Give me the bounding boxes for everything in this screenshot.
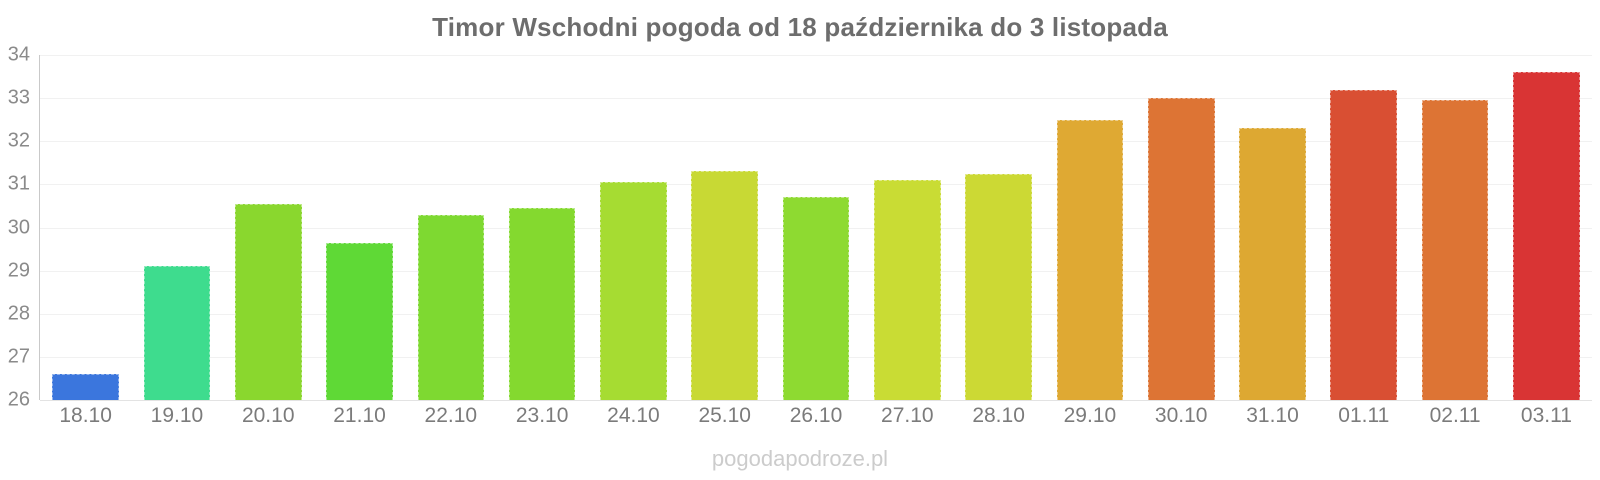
y-tick-label-27: 27 (7, 345, 30, 368)
bar-28.10[interactable] (965, 173, 1032, 400)
bar-slot-26.10 (770, 55, 861, 400)
bar-01.11[interactable] (1330, 89, 1398, 400)
bar-slot-20.10 (223, 55, 314, 400)
y-tick-label-32: 32 (7, 129, 30, 152)
x-tick-label-21.10: 21.10 (333, 404, 386, 427)
y-tick-label-26: 26 (7, 388, 30, 411)
bar-31.10[interactable] (1239, 128, 1306, 400)
bar-23.10[interactable] (508, 208, 576, 400)
x-tick-label-03.11: 03.11 (1520, 404, 1572, 427)
x-tick-label-24.10: 24.10 (607, 404, 660, 427)
bar-slot-01.11 (1318, 55, 1409, 400)
gridline-34 (40, 55, 1592, 56)
x-tick-label-27.10: 27.10 (881, 404, 934, 427)
x-tick-label-18.10: 18.10 (59, 404, 112, 427)
bar-slot-24.10 (588, 55, 679, 400)
y-tick-label-31: 31 (7, 172, 30, 195)
bar-18.10[interactable] (52, 374, 119, 400)
x-tick-label-29.10: 29.10 (1063, 404, 1117, 427)
x-tick-label-20.10: 20.10 (241, 404, 295, 427)
y-tick-label-33: 33 (7, 86, 30, 109)
bar-slot-22.10 (405, 55, 496, 400)
x-tick-label-31.10: 31.10 (1246, 404, 1299, 427)
gridline-31 (40, 184, 1592, 186)
bar-slot-28.10 (953, 55, 1044, 400)
gridline-33 (40, 98, 1592, 100)
bar-slot-30.10 (1136, 55, 1227, 400)
y-tick-label-34: 34 (7, 43, 30, 66)
x-tick-label-25.10: 25.10 (698, 404, 751, 427)
gridline-32 (40, 141, 1592, 143)
bar-slot-03.11 (1501, 55, 1592, 400)
bar-slot-31.10 (1227, 55, 1318, 400)
bars-row (40, 55, 1592, 400)
bar-03.11[interactable] (1513, 72, 1580, 400)
y-axis-line (39, 55, 40, 400)
bar-slot-02.11 (1409, 55, 1500, 400)
bar-slot-29.10 (1044, 55, 1135, 400)
plot-area: 26 27 28 29 30 31 32 33 34 (8, 44, 1592, 411)
bar-30.10[interactable] (1147, 98, 1215, 400)
bar-slot-19.10 (131, 55, 222, 400)
bar-slot-18.10 (40, 55, 131, 400)
x-tick-label-22.10: 22.10 (424, 404, 478, 427)
y-tick-label-29: 29 (7, 259, 30, 282)
x-tick-label-30.10: 30.10 (1154, 404, 1208, 427)
bar-slot-23.10 (496, 55, 587, 400)
x-tick-label-02.11: 02.11 (1429, 404, 1481, 427)
bar-22.10[interactable] (417, 214, 485, 400)
x-tick-label-26.10: 26.10 (789, 404, 843, 427)
bar-19.10[interactable] (143, 266, 211, 400)
watermark-text: pogodapodroze.pl (711, 446, 889, 471)
bar-20.10[interactable] (234, 203, 302, 400)
x-tick-label-19.10: 19.10 (150, 404, 204, 427)
bar-slot-27.10 (862, 55, 953, 400)
bar-02.11[interactable] (1421, 100, 1489, 400)
bar-25.10[interactable] (691, 171, 759, 400)
x-axis-labels: 18.10 19.10 20.10 21.10 22.10 23.10 24.10 25.10… (40, 404, 1592, 428)
x-tick-label-23.10: 23.10 (515, 404, 569, 427)
chart-title: Timor Wschodni pogoda od 18 października… (432, 12, 1168, 42)
y-tick-label-30: 30 (7, 216, 30, 238)
bar-27.10[interactable] (874, 180, 941, 400)
bar-21.10[interactable] (326, 242, 393, 400)
bar-slot-25.10 (679, 55, 770, 400)
bar-29.10[interactable] (1056, 119, 1124, 400)
x-tick-label-28.10: 28.10 (972, 404, 1025, 427)
bar-24.10[interactable] (600, 182, 667, 400)
gridline-26 (40, 400, 1592, 401)
y-tick-label-28: 28 (7, 302, 30, 325)
bar-slot-21.10 (314, 55, 405, 400)
x-tick-label-01.11: 01.11 (1338, 404, 1390, 427)
bar-26.10[interactable] (782, 197, 850, 400)
